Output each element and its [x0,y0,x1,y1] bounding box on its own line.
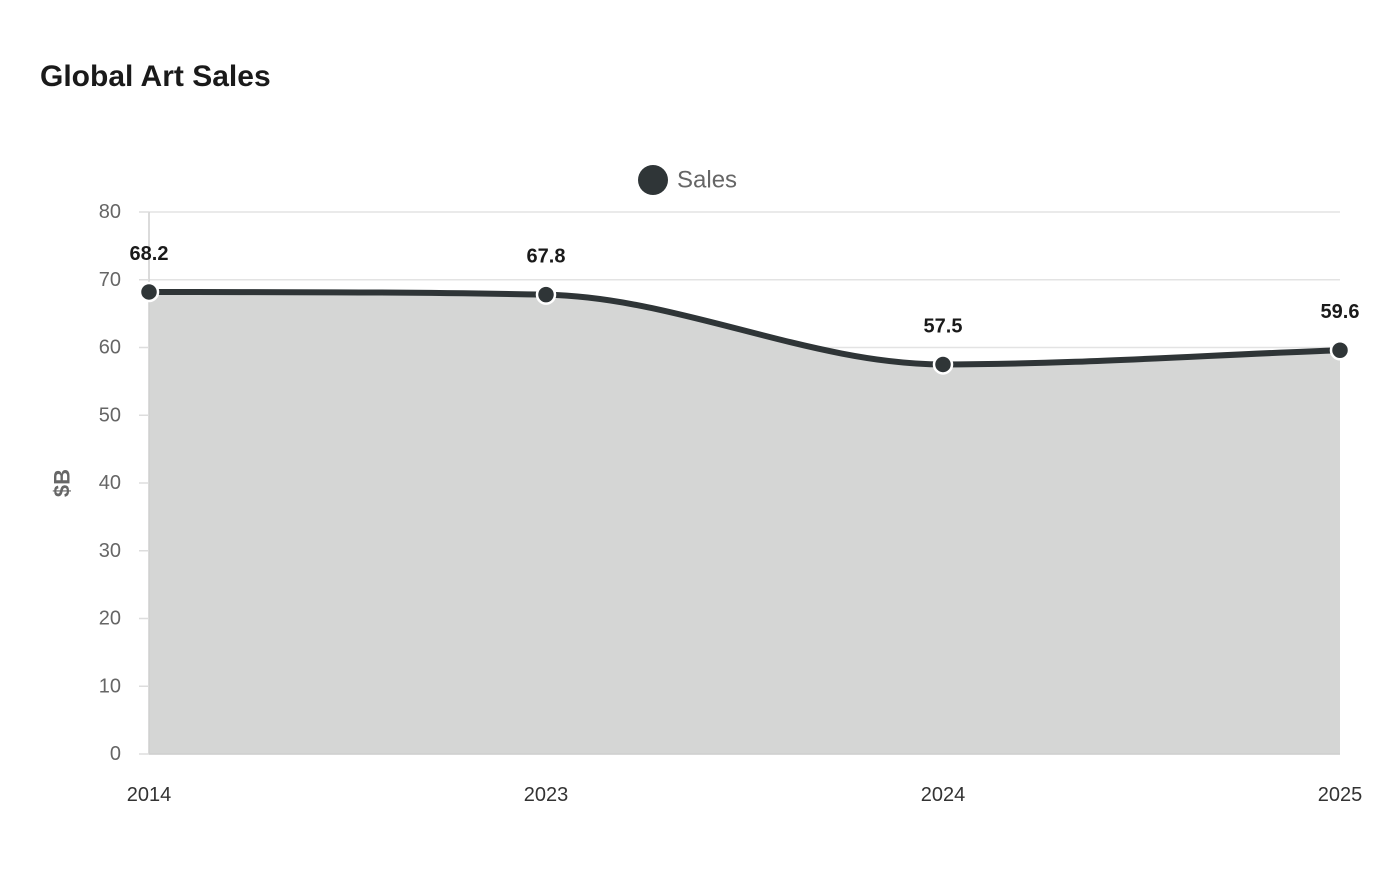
data-labels: 68.2 67.8 57.5 59.6 [130,243,1360,337]
data-points [138,281,1351,375]
data-point[interactable] [1329,339,1351,361]
y-tick-label: 30 [99,540,121,562]
legend[interactable]: Sales [638,165,737,195]
data-point[interactable] [932,354,954,375]
x-tick-label: 2014 [127,784,172,806]
data-point[interactable] [535,284,557,305]
x-tick-label: 2025 [1318,784,1363,806]
y-tick-label: 50 [99,404,121,426]
x-tick-label: 2024 [921,784,966,806]
y-tick-label: 0 [110,743,121,765]
y-tick-label: 80 [99,201,121,223]
y-tick-label: 40 [99,472,121,494]
legend-label: Sales [677,167,737,194]
x-axis-ticks: 2014 2023 2024 2025 [127,784,1363,806]
y-tick-label: 20 [99,608,121,630]
data-point[interactable] [138,281,160,303]
x-tick-label: 2023 [524,784,569,806]
legend-marker-icon [638,165,668,195]
y-axis-ticks: 0 10 20 30 40 50 60 70 80 [99,201,149,765]
series-line [146,288,1343,368]
chart-title: Global Art Sales [40,60,271,93]
y-tick-label: 70 [99,269,121,291]
data-label: 67.8 [527,246,566,268]
y-tick-label: 60 [99,337,121,359]
data-label: 68.2 [130,243,169,265]
data-label: 59.6 [1321,301,1360,323]
y-tick-label: 10 [99,675,121,697]
y-axis-title: $B [50,469,75,497]
data-label: 57.5 [924,315,963,337]
area-fill [149,291,1340,754]
